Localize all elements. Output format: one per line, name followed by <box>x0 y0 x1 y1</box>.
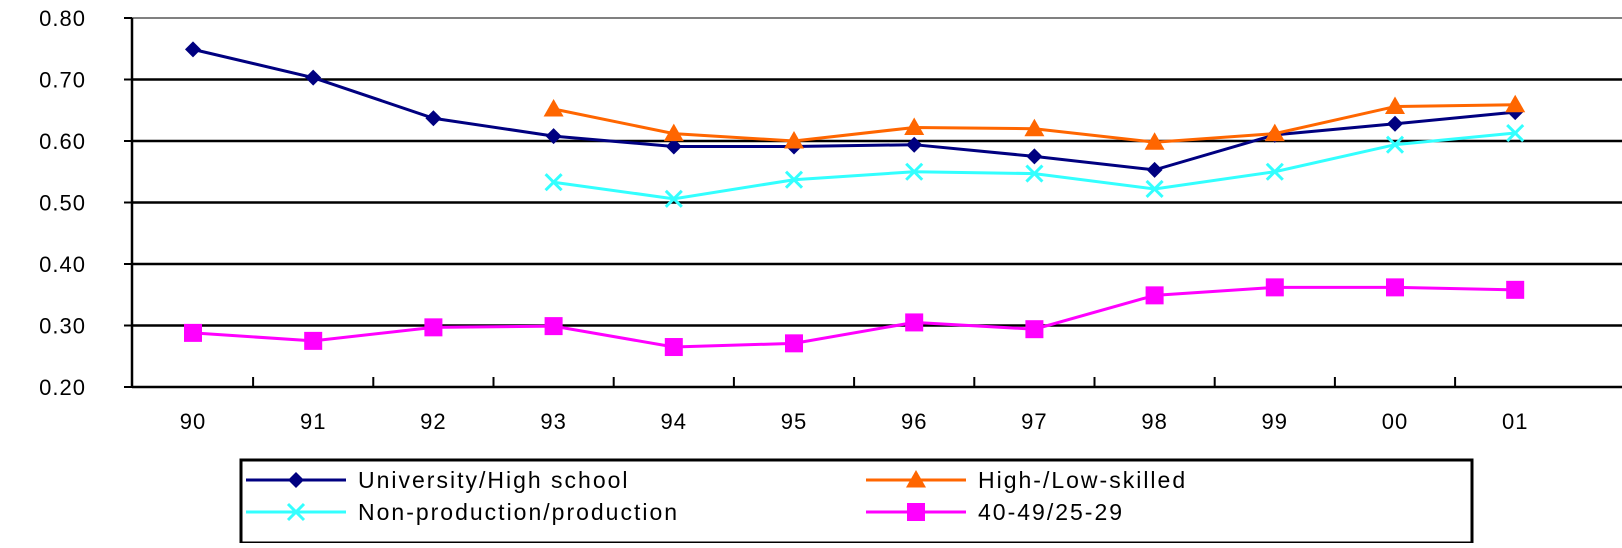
series-2-point <box>663 123 684 142</box>
series-4-point <box>1145 286 1164 305</box>
legend-label: Non-production/production <box>358 499 679 525</box>
series-3-point <box>1506 123 1525 143</box>
x-tick-label: 96 <box>901 409 927 434</box>
x-tick-label: 01 <box>1502 409 1528 434</box>
legend-swatch-marker <box>286 502 306 522</box>
series-4-point <box>184 323 202 342</box>
x-tick-label: 00 <box>1382 409 1408 434</box>
x-marker-stroke <box>784 170 804 189</box>
series-4-point <box>785 334 803 353</box>
y-tick-label: 0.70 <box>39 68 86 93</box>
x-tick-label: 99 <box>1262 409 1288 434</box>
legend: University/High school High-/Low-skilled N… <box>239 458 1474 545</box>
series-4 <box>184 278 1525 357</box>
series-2-point <box>904 117 925 135</box>
series-3-point <box>1265 162 1284 181</box>
legend-swatch-marker <box>906 470 926 488</box>
legend-item: 40-49/25-29 <box>866 499 1124 525</box>
series-2 <box>543 94 1526 150</box>
series-2-point <box>1505 94 1526 113</box>
series-2-point <box>784 131 804 149</box>
x-tick-label: 98 <box>1141 409 1167 434</box>
x-tick-label: 90 <box>180 409 206 434</box>
series-1-point <box>665 138 682 155</box>
x-tick-label: 92 <box>420 409 446 434</box>
series-3-point <box>905 162 924 181</box>
series-4-point <box>1025 320 1044 339</box>
x-marker-stroke <box>664 189 683 208</box>
y-tick-label: 0.60 <box>39 129 86 154</box>
series-3-point <box>544 173 563 192</box>
series-4-line <box>192 285 1516 349</box>
series-4-point <box>1506 280 1525 299</box>
series-4-point <box>1386 278 1404 297</box>
series-1-point <box>425 110 442 127</box>
y-tick-label: 0.30 <box>39 314 86 339</box>
legend-label: High-/Low-skilled <box>978 467 1187 493</box>
series-4-point <box>905 313 924 332</box>
series-1-point <box>185 41 201 58</box>
legend-label: University/High school <box>358 467 630 493</box>
series-layer <box>184 41 1526 357</box>
legend-item: University/High school <box>246 467 630 493</box>
x-tick-label: 91 <box>300 409 326 434</box>
x-marker-stroke <box>1265 162 1284 181</box>
legend-label: 40-49/25-29 <box>978 499 1124 525</box>
series-2-point <box>543 99 564 117</box>
series-2-point <box>1024 118 1045 137</box>
x-marker-stroke <box>1025 164 1044 183</box>
legend-item: Non-production/production <box>246 499 679 525</box>
series-1-point <box>545 128 562 145</box>
series-1 <box>185 41 1524 178</box>
series-1-point <box>906 136 923 153</box>
grid-layer <box>132 17 1622 327</box>
series-4-point <box>304 331 323 350</box>
legend-item: High-/Low-skilled <box>866 467 1187 493</box>
series-1-point <box>1146 161 1163 178</box>
x-marker-stroke <box>1506 123 1525 143</box>
x-tick-label: 94 <box>661 409 687 434</box>
series-2-point <box>1144 132 1165 150</box>
x-marker-stroke <box>1385 135 1405 154</box>
legend-swatch-marker <box>288 472 304 488</box>
series-1-point <box>1026 148 1043 165</box>
series-3-point <box>1145 179 1164 199</box>
x-tick-label: 95 <box>781 409 807 434</box>
legend-swatch-marker <box>907 503 925 521</box>
series-4-point <box>424 318 443 337</box>
series-2-point <box>1264 123 1285 142</box>
series-4-point <box>544 317 563 336</box>
x-tick-label: 97 <box>1021 409 1047 434</box>
series-4-point <box>1265 278 1284 297</box>
series-3-point <box>784 170 804 189</box>
y-tick-label: 0.50 <box>39 191 86 216</box>
x-marker-stroke <box>544 173 563 192</box>
series-2-point <box>1385 96 1405 115</box>
x-marker-stroke <box>286 502 306 522</box>
y-tick-label: 0.80 <box>39 6 86 31</box>
series-1-point <box>1387 115 1403 132</box>
series-1-point <box>305 69 322 86</box>
x-tick-label: 93 <box>540 409 566 434</box>
x-marker-stroke <box>905 162 924 181</box>
axis-layer: 0.20 0.30 0.40 0.50 0.60 0.70 0.80 90 91 92 93 94 95… <box>39 6 1622 434</box>
series-3-line <box>553 131 1516 201</box>
y-tick-label: 0.20 <box>39 375 86 400</box>
series-3-point <box>664 189 683 208</box>
series-4-point <box>664 338 683 357</box>
y-tick-label: 0.40 <box>39 252 86 277</box>
series-3-point <box>1385 135 1405 154</box>
series-1-line <box>192 47 1516 172</box>
x-marker-stroke <box>1145 179 1164 199</box>
series-3 <box>544 123 1525 208</box>
series-3-point <box>1025 164 1044 183</box>
